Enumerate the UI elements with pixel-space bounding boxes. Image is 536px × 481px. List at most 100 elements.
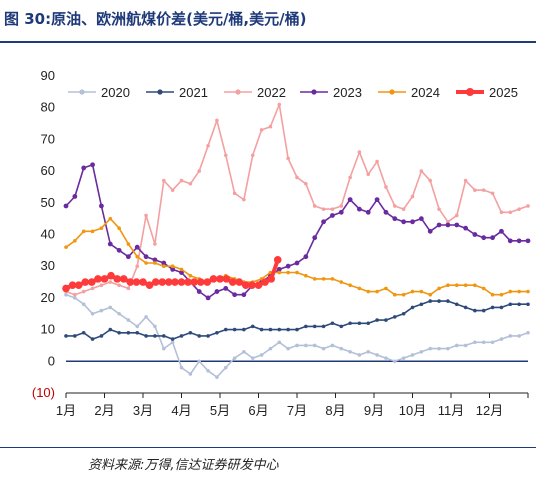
- data-point-2024: [144, 261, 148, 265]
- data-point-2024: [179, 267, 184, 272]
- data-point-2021: [242, 327, 246, 332]
- data-point-2021: [232, 327, 237, 332]
- data-point-2025: [235, 278, 244, 286]
- data-point-2021: [526, 302, 530, 307]
- data-point-2022: [384, 185, 388, 189]
- data-point-2020: [179, 365, 184, 370]
- data-point-2023: [312, 235, 318, 241]
- x-tick-label: 3月: [133, 403, 153, 418]
- data-point-2023: [303, 254, 309, 260]
- data-point-2022: [463, 178, 468, 183]
- legend-label: 2022: [257, 85, 286, 100]
- legend-marker: [389, 89, 395, 95]
- data-point-2024: [348, 283, 352, 288]
- data-point-2021: [428, 299, 433, 303]
- data-point-2022: [517, 207, 521, 211]
- legend: 2020 2021 2022 2023 2024 2025: [68, 85, 518, 100]
- data-point-2021: [366, 321, 371, 326]
- data-point-2020: [339, 346, 344, 351]
- data-point-2022: [232, 191, 237, 196]
- data-point-2025: [209, 275, 218, 283]
- data-point-2020: [419, 349, 424, 354]
- data-point-2025: [139, 278, 147, 286]
- bottom-rule: [0, 447, 536, 448]
- data-point-2021: [179, 334, 184, 338]
- data-point-2021: [90, 337, 95, 341]
- x-tick-label: 10月: [399, 403, 426, 418]
- data-point-2020: [99, 308, 104, 313]
- data-point-2021: [517, 302, 521, 307]
- data-point-2023: [436, 222, 442, 228]
- data-point-2022: [73, 292, 77, 297]
- data-point-2020: [526, 330, 530, 335]
- data-point-2023: [347, 197, 353, 203]
- data-point-2024: [64, 245, 68, 249]
- data-point-2023: [365, 209, 371, 215]
- data-point-2022: [446, 220, 450, 224]
- series-2024: [64, 216, 530, 297]
- data-point-2023: [196, 289, 202, 294]
- data-point-2021: [508, 302, 513, 307]
- data-point-2024: [419, 289, 424, 294]
- data-point-2024: [499, 292, 504, 297]
- legend-label: 2025: [489, 85, 518, 100]
- data-point-2022: [419, 169, 424, 173]
- data-point-2020: [330, 343, 335, 348]
- data-point-2022: [188, 181, 193, 186]
- y-tick-label: 30: [41, 258, 55, 273]
- data-point-2021: [170, 337, 175, 341]
- series-layer: [62, 102, 531, 379]
- x-tick-label: 1月: [56, 403, 76, 418]
- data-point-2022: [170, 188, 175, 192]
- data-point-2021: [312, 324, 317, 329]
- data-point-2021: [401, 311, 406, 316]
- data-point-2021: [304, 324, 308, 329]
- data-point-2022: [437, 207, 441, 211]
- data-point-2021: [286, 327, 290, 332]
- data-point-2025: [184, 278, 192, 286]
- data-point-2024: [304, 273, 308, 278]
- y-tick-label: 40: [41, 227, 55, 242]
- series-line-2022: [65, 103, 529, 296]
- data-point-2023: [294, 260, 300, 266]
- data-point-2025: [241, 281, 250, 290]
- data-point-2023: [116, 247, 122, 253]
- data-point-2021: [188, 330, 193, 335]
- data-point-2022: [454, 213, 459, 218]
- data-point-2022: [268, 124, 273, 129]
- data-point-2022: [526, 204, 530, 208]
- data-point-2022: [242, 197, 246, 202]
- data-point-2023: [445, 222, 451, 228]
- data-point-2021: [153, 334, 157, 338]
- data-point-2020: [153, 324, 157, 329]
- data-point-2022: [250, 153, 255, 158]
- data-point-2024: [357, 286, 362, 291]
- data-point-2020: [437, 346, 441, 351]
- data-point-2021: [481, 308, 486, 313]
- data-point-2023: [72, 194, 78, 199]
- data-point-2024: [108, 216, 113, 221]
- data-point-2020: [375, 353, 379, 357]
- data-point-2025: [62, 284, 70, 293]
- legend-item-2021: 2021: [146, 85, 208, 100]
- data-point-2023: [516, 238, 522, 244]
- data-point-2023: [107, 241, 113, 247]
- data-point-2023: [338, 209, 344, 215]
- data-point-2023: [125, 254, 131, 260]
- data-point-2025: [94, 275, 102, 283]
- data-point-2025: [261, 278, 269, 286]
- data-point-2020: [135, 324, 140, 329]
- data-point-2020: [250, 356, 255, 360]
- data-point-2025: [203, 278, 212, 286]
- data-point-2020: [90, 311, 95, 316]
- legend-item-2025: 2025: [456, 85, 518, 100]
- x-tick-label: 7月: [287, 403, 307, 418]
- data-point-2021: [348, 321, 352, 326]
- x-axis: 1月 2月 3月 4月 5月 6月 7月 8月 9月 10月 11月 12月: [56, 360, 529, 418]
- data-point-2024: [366, 289, 371, 294]
- data-point-2021: [117, 330, 121, 335]
- data-point-2021: [250, 324, 255, 329]
- legend-marker: [157, 89, 163, 95]
- x-tick-label: 4月: [171, 403, 191, 418]
- data-point-2024: [384, 286, 388, 291]
